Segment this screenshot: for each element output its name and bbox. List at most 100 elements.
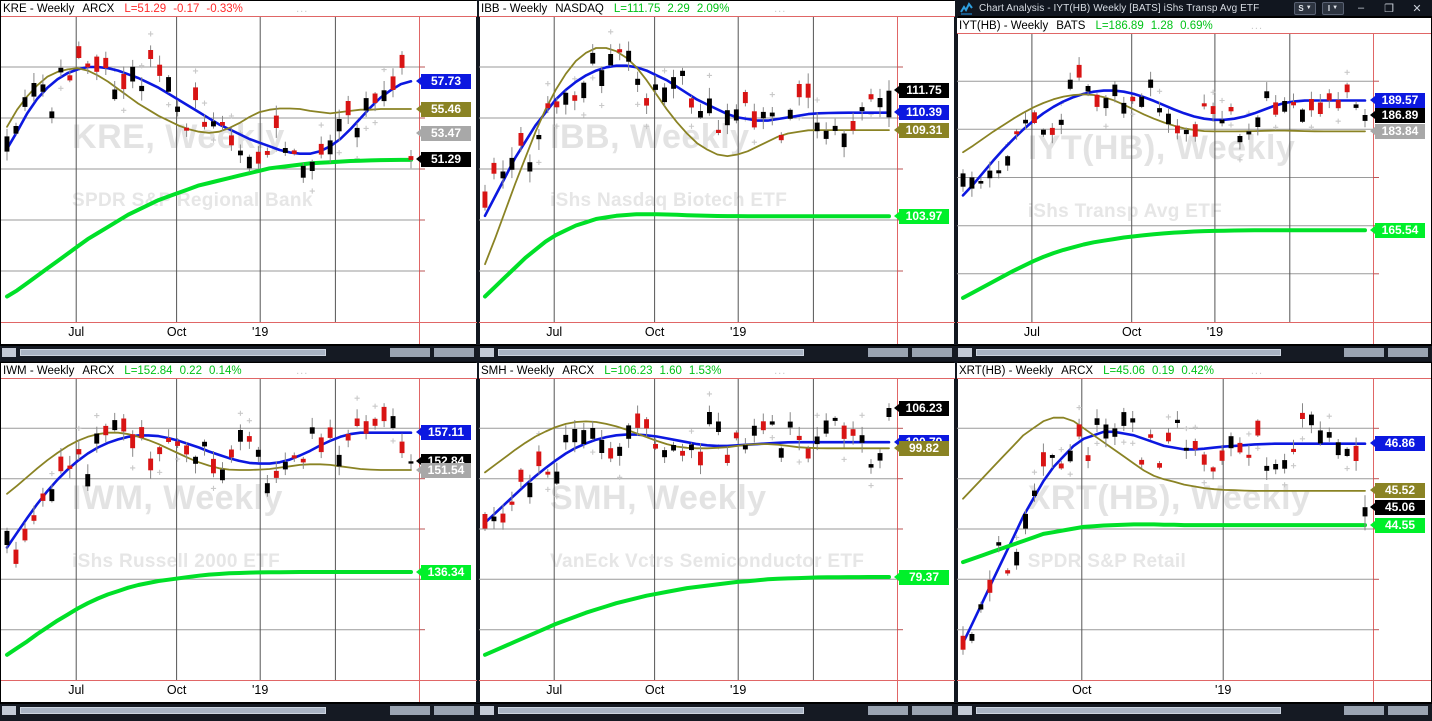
- candlestick: [509, 501, 515, 505]
- tag-pointer-icon: [1370, 520, 1375, 529]
- candlestick: [500, 513, 506, 523]
- candlestick: [112, 89, 118, 100]
- price-plot-area[interactable]: IYT(HB), Weekly iShs Transp Avg ETF 189.57…: [957, 33, 1431, 344]
- candlestick: [1246, 131, 1252, 135]
- chart-panel-iyt[interactable]: IYT(HB) - Weekly BATS L=186.89 1.28 0.69%...…: [956, 17, 1432, 345]
- scroll-left-button[interactable]: [480, 706, 494, 715]
- scroll-thumb[interactable]: [976, 707, 1281, 714]
- candlestick: [644, 419, 649, 429]
- candlestick: [94, 433, 100, 444]
- symbol-label: SMH - Weekly: [481, 364, 555, 377]
- overflow-menu-icon[interactable]: ...: [1250, 19, 1264, 32]
- price-plot-area[interactable]: SMH, Weekly VanEck Vctrs Semiconductor ET…: [479, 378, 955, 702]
- scroll-left-button[interactable]: [2, 348, 16, 357]
- candlestick: [707, 98, 712, 114]
- chart-panel-kre[interactable]: KRE - Weekly ARCX L=51.29 -0.17 -0.33%... KRE…: [0, 0, 478, 345]
- candlestick: [635, 78, 641, 85]
- candlestick: [1201, 103, 1207, 107]
- candlestick: [581, 430, 587, 444]
- scroll-page-right[interactable]: [912, 706, 952, 715]
- price-change: 0.22: [179, 364, 202, 377]
- scroll-thumb[interactable]: [498, 707, 804, 714]
- scroll-left-button[interactable]: [958, 706, 972, 715]
- scroll-thumb[interactable]: [20, 349, 326, 356]
- overflow-menu-icon[interactable]: ...: [774, 364, 787, 377]
- scroll-thumb[interactable]: [498, 349, 804, 356]
- scroll-page-right[interactable]: [434, 706, 474, 715]
- overflow-menu-icon[interactable]: ...: [296, 2, 309, 15]
- candlestick: [617, 49, 623, 53]
- quote-block: L=152.84 0.22 0.14%: [124, 365, 248, 377]
- scroll-page-left[interactable]: [1344, 706, 1384, 715]
- minimize-button[interactable]: –: [1357, 2, 1365, 14]
- chart-panel-iwm[interactable]: IWM - Weekly ARCX L=152.84 0.22 0.14%... IWM,…: [0, 362, 478, 703]
- chart-panel-smh[interactable]: SMH - Weekly ARCX L=106.23 1.60 1.53%... SMH,…: [478, 362, 956, 703]
- scroll-page-left[interactable]: [390, 348, 430, 357]
- interval-chip-button[interactable]: I ▼: [1322, 1, 1344, 15]
- scroll-page-left[interactable]: [868, 348, 908, 357]
- candlestick: [796, 435, 802, 440]
- overflow-menu-icon[interactable]: ...: [296, 364, 309, 377]
- moving-average-line: [484, 47, 890, 266]
- candlestick: [1282, 101, 1288, 112]
- candlestick: [635, 413, 641, 428]
- overflow-menu-icon[interactable]: ...: [1250, 364, 1264, 377]
- candlestick: [823, 420, 829, 434]
- horizontal-scrollbar[interactable]: [0, 703, 478, 721]
- price-tag-gray: 151.54: [416, 462, 471, 478]
- scroll-page-right[interactable]: [912, 348, 952, 357]
- price-change-percent: 0.69%: [1180, 19, 1213, 32]
- horizontal-scrollbar[interactable]: [478, 345, 956, 361]
- price-tag-black: 51.29: [416, 152, 471, 168]
- candlestick: [877, 453, 883, 461]
- candlestick: [662, 450, 667, 458]
- candlestick: [545, 103, 551, 109]
- price-plot-area[interactable]: IBB, Weekly iShs Nasdaq Biotech ETF 111.75…: [479, 16, 955, 344]
- chart-panel-ibb[interactable]: IBB - Weekly NASDAQ L=111.75 2.29 2.09%... IB…: [478, 0, 956, 345]
- candlestick: [662, 87, 667, 103]
- price-plot-area[interactable]: KRE, Weekly SPDR S&P Regional Bank 57.73 55…: [1, 16, 477, 344]
- last-price: L=51.29: [124, 2, 167, 15]
- scroll-page-right[interactable]: [1388, 706, 1428, 715]
- symbol-label: IWM - Weekly: [3, 364, 75, 377]
- candlestick: [886, 90, 892, 118]
- horizontal-scrollbar[interactable]: [956, 345, 1432, 361]
- x-axis-label: '19: [730, 683, 747, 697]
- scroll-thumb[interactable]: [20, 707, 326, 714]
- candlestick: [121, 74, 127, 90]
- scroll-thumb[interactable]: [976, 349, 1281, 356]
- candlestick: [482, 191, 488, 208]
- maximize-button[interactable]: ❐: [1384, 2, 1394, 15]
- price-plot-area[interactable]: IWM, Weekly iShs Russell 2000 ETF 157.11 15…: [1, 378, 477, 702]
- scroll-left-button[interactable]: [480, 348, 494, 357]
- horizontal-scrollbar[interactable]: [478, 703, 956, 721]
- scroll-page-left[interactable]: [390, 706, 430, 715]
- candlestick: [390, 416, 396, 428]
- overflow-menu-icon[interactable]: ...: [774, 2, 787, 15]
- scroll-page-right[interactable]: [434, 348, 474, 357]
- candlestick: [354, 127, 360, 138]
- style-chip-button[interactable]: S ▼: [1294, 1, 1316, 15]
- price-plot-area[interactable]: XRT(HB), Weekly SPDR S&P Retail 46.86 45.52…: [957, 378, 1431, 702]
- candlestick: [742, 445, 748, 450]
- chart-panel-xrt[interactable]: XRT(HB) - Weekly ARCX L=45.06 0.19 0.42%... X…: [956, 362, 1432, 703]
- candlestick: [1246, 454, 1252, 458]
- candlestick: [13, 126, 19, 134]
- candlestick: [1273, 102, 1279, 115]
- x-axis-label: Jul: [546, 683, 563, 697]
- horizontal-scrollbar[interactable]: [0, 345, 478, 361]
- scroll-page-right[interactable]: [1388, 348, 1428, 357]
- price-tag-olive: 55.46: [416, 101, 471, 117]
- scroll-page-left[interactable]: [868, 706, 908, 715]
- candlestick: [1219, 119, 1225, 124]
- tag-pointer-icon: [894, 443, 899, 452]
- close-button[interactable]: ✕: [1412, 2, 1422, 15]
- candlestick: [841, 133, 847, 148]
- horizontal-scrollbar[interactable]: [956, 703, 1432, 721]
- x-axis-label: Jul: [1023, 325, 1040, 339]
- candlestick: [291, 150, 297, 154]
- scroll-left-button[interactable]: [958, 348, 972, 357]
- scroll-left-button[interactable]: [2, 706, 16, 715]
- scroll-page-left[interactable]: [1344, 348, 1384, 357]
- candlestick: [760, 421, 766, 431]
